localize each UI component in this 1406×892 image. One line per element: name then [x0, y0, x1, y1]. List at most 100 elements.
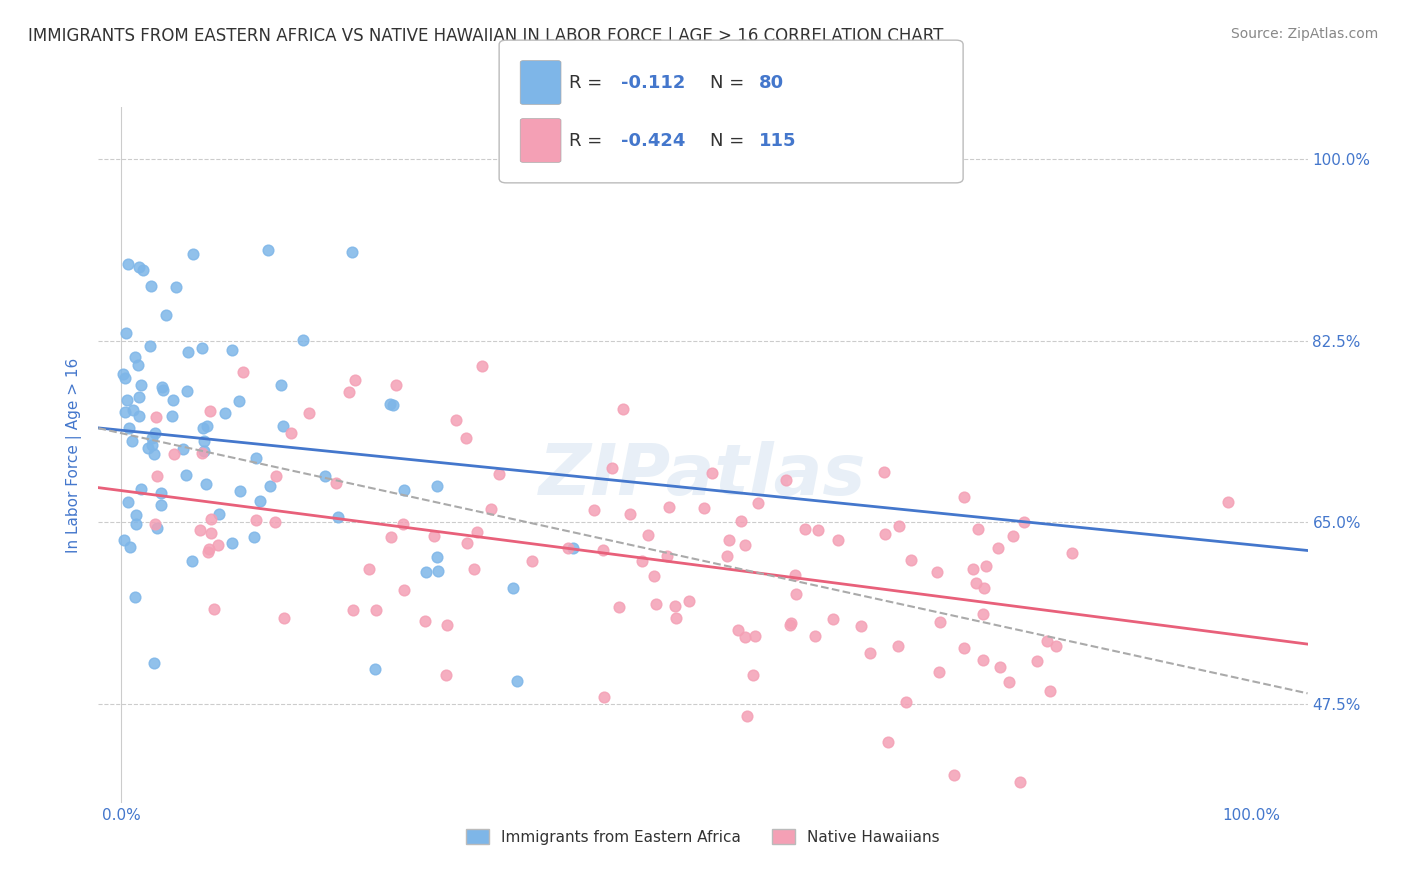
- Immigrants from Eastern Africa: [139, 278, 162, 293]
- Immigrants from Eastern Africa: [245, 451, 267, 466]
- Native Hawaiians: [1035, 634, 1057, 648]
- Native Hawaiians: [794, 522, 817, 536]
- Native Hawaiians: [392, 516, 415, 531]
- Immigrants from Eastern Africa: [149, 498, 172, 512]
- Text: 115: 115: [759, 132, 797, 150]
- Immigrants from Eastern Africa: [125, 508, 148, 523]
- Native Hawaiians: [436, 618, 458, 632]
- Immigrants from Eastern Africa: [243, 529, 266, 543]
- Native Hawaiians: [942, 768, 965, 782]
- Native Hawaiians: [779, 616, 801, 631]
- Immigrants from Eastern Africa: [127, 358, 149, 372]
- Text: IMMIGRANTS FROM EASTERN AFRICA VS NATIVE HAWAIIAN IN LABOR FORCE | AGE > 16 CORR: IMMIGRANTS FROM EASTERN AFRICA VS NATIVE…: [28, 27, 943, 45]
- Immigrants from Eastern Africa: [124, 591, 146, 605]
- Native Hawaiians: [1045, 639, 1067, 653]
- Immigrants from Eastern Africa: [114, 370, 136, 384]
- Native Hawaiians: [735, 708, 758, 723]
- Native Hawaiians: [1001, 528, 1024, 542]
- Native Hawaiians: [273, 610, 295, 624]
- Native Hawaiians: [972, 653, 994, 667]
- Native Hawaiians: [643, 569, 665, 583]
- Native Hawaiians: [297, 406, 319, 420]
- Native Hawaiians: [488, 467, 510, 481]
- Native Hawaiians: [873, 465, 896, 479]
- Native Hawaiians: [479, 502, 502, 516]
- Immigrants from Eastern Africa: [145, 521, 167, 535]
- Native Hawaiians: [592, 690, 614, 705]
- Native Hawaiians: [392, 583, 415, 598]
- Native Hawaiians: [1218, 494, 1240, 508]
- Y-axis label: In Labor Force | Age > 16: In Labor Force | Age > 16: [66, 358, 83, 552]
- Immigrants from Eastern Africa: [131, 263, 153, 277]
- Native Hawaiians: [471, 359, 494, 373]
- Native Hawaiians: [1060, 546, 1083, 560]
- Immigrants from Eastern Africa: [270, 378, 292, 392]
- Native Hawaiians: [463, 562, 485, 576]
- Native Hawaiians: [900, 552, 922, 566]
- Native Hawaiians: [727, 623, 749, 637]
- Native Hawaiians: [342, 602, 364, 616]
- Immigrants from Eastern Africa: [120, 540, 142, 554]
- Immigrants from Eastern Africa: [208, 507, 231, 521]
- Native Hawaiians: [1010, 775, 1032, 789]
- Immigrants from Eastern Africa: [228, 394, 250, 409]
- Immigrants from Eastern Africa: [150, 380, 173, 394]
- Immigrants from Eastern Africa: [152, 383, 174, 397]
- Native Hawaiians: [188, 524, 211, 538]
- Native Hawaiians: [456, 431, 478, 445]
- Native Hawaiians: [876, 734, 898, 748]
- Immigrants from Eastern Africa: [505, 674, 527, 689]
- Immigrants from Eastern Africa: [392, 483, 415, 497]
- Immigrants from Eastern Africa: [128, 260, 150, 274]
- Immigrants from Eastern Africa: [141, 438, 163, 452]
- Native Hawaiians: [928, 665, 950, 679]
- Immigrants from Eastern Africa: [121, 403, 143, 417]
- Immigrants from Eastern Africa: [256, 243, 278, 257]
- Native Hawaiians: [612, 402, 634, 417]
- Native Hawaiians: [202, 602, 225, 616]
- Text: R =: R =: [569, 74, 603, 92]
- Native Hawaiians: [200, 512, 222, 526]
- Native Hawaiians: [264, 469, 287, 483]
- Immigrants from Eastern Africa: [271, 419, 294, 434]
- Native Hawaiians: [665, 611, 688, 625]
- Native Hawaiians: [716, 549, 738, 563]
- Native Hawaiians: [744, 629, 766, 643]
- Native Hawaiians: [664, 599, 686, 613]
- Native Hawaiians: [734, 538, 756, 552]
- Immigrants from Eastern Africa: [150, 486, 173, 500]
- Immigrants from Eastern Africa: [117, 257, 139, 271]
- Immigrants from Eastern Africa: [117, 495, 139, 509]
- Native Hawaiians: [804, 629, 827, 643]
- Native Hawaiians: [747, 496, 769, 510]
- Native Hawaiians: [456, 536, 478, 550]
- Immigrants from Eastern Africa: [177, 345, 200, 359]
- Native Hawaiians: [658, 500, 681, 514]
- Immigrants from Eastern Africa: [426, 564, 449, 578]
- Immigrants from Eastern Africa: [194, 477, 217, 491]
- Immigrants from Eastern Africa: [191, 341, 214, 355]
- Immigrants from Eastern Africa: [180, 554, 202, 568]
- Immigrants from Eastern Africa: [259, 479, 281, 493]
- Native Hawaiians: [434, 668, 457, 682]
- Native Hawaiians: [200, 525, 222, 540]
- Text: N =: N =: [710, 132, 744, 150]
- Text: R =: R =: [569, 132, 603, 150]
- Native Hawaiians: [973, 582, 995, 596]
- Native Hawaiians: [364, 603, 387, 617]
- Immigrants from Eastern Africa: [128, 409, 150, 424]
- Immigrants from Eastern Africa: [114, 404, 136, 418]
- Native Hawaiians: [280, 425, 302, 440]
- Native Hawaiians: [988, 659, 1011, 673]
- Immigrants from Eastern Africa: [195, 419, 218, 434]
- Immigrants from Eastern Africa: [155, 308, 177, 322]
- Immigrants from Eastern Africa: [426, 550, 449, 565]
- Native Hawaiians: [859, 646, 882, 660]
- Immigrants from Eastern Africa: [221, 343, 243, 357]
- Immigrants from Eastern Africa: [181, 247, 204, 261]
- Immigrants from Eastern Africa: [363, 662, 385, 676]
- Native Hawaiians: [889, 519, 911, 533]
- Immigrants from Eastern Africa: [193, 434, 215, 448]
- Native Hawaiians: [619, 507, 641, 521]
- Native Hawaiians: [929, 615, 952, 629]
